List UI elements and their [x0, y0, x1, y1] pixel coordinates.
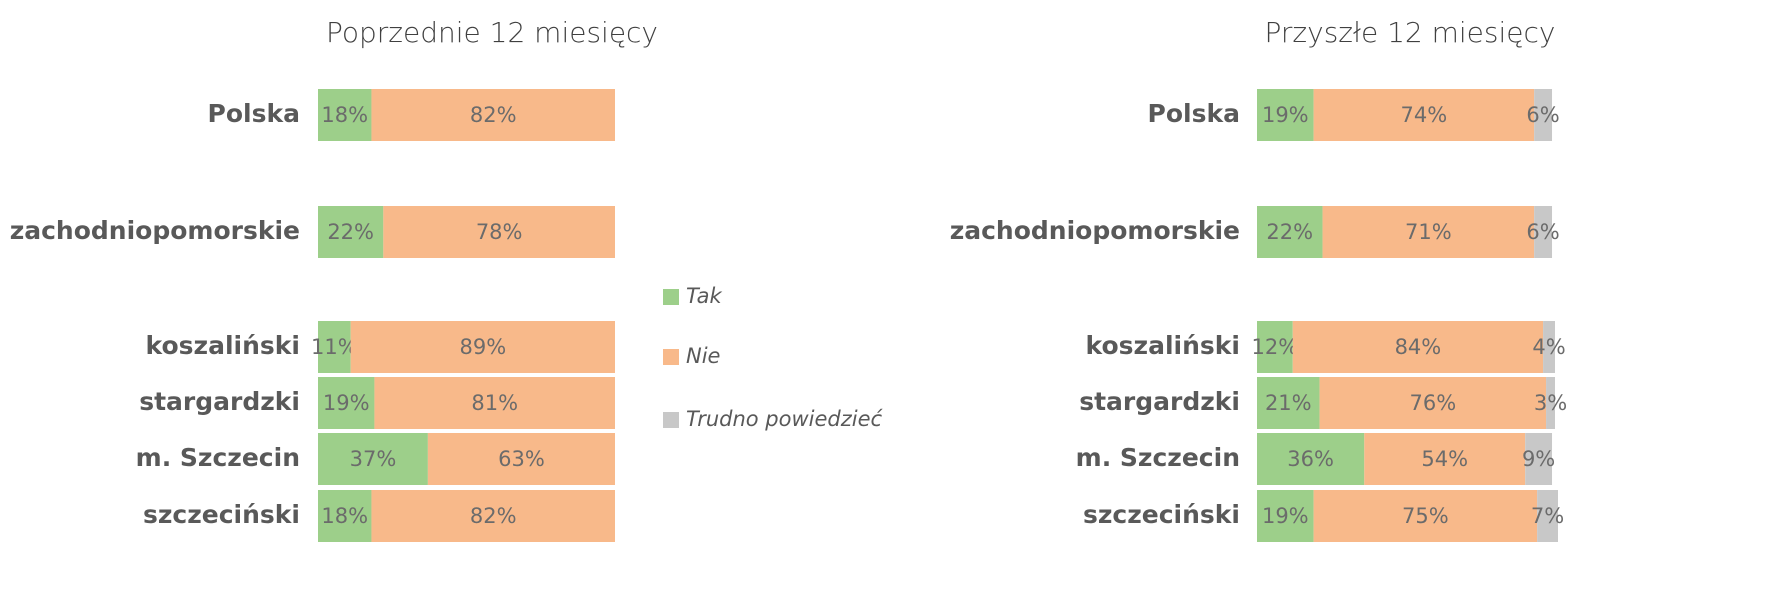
- bar-segment: [1319, 377, 1547, 429]
- value-label: 76%: [1409, 391, 1456, 415]
- value-label: 12%: [1252, 335, 1299, 359]
- value-label: 19%: [1262, 504, 1309, 528]
- value-label: 4%: [1532, 335, 1565, 359]
- value-label: 84%: [1395, 335, 1442, 359]
- category-label: koszaliński: [146, 331, 300, 360]
- value-label: 36%: [1287, 447, 1334, 471]
- value-label: 71%: [1405, 220, 1452, 244]
- bar-segment: [1322, 206, 1535, 258]
- bar-segment: [1257, 490, 1314, 542]
- value-label: 3%: [1534, 391, 1567, 415]
- bar-segment: [427, 433, 615, 485]
- category-label: m. Szczecin: [1076, 443, 1240, 472]
- bar-segment: [1543, 321, 1555, 373]
- bar-segment: [1257, 89, 1314, 141]
- value-label: 78%: [476, 220, 523, 244]
- bar-segment: [350, 321, 615, 373]
- category-label: szczeciński: [143, 500, 300, 529]
- category-label: koszaliński: [1086, 331, 1240, 360]
- category-label: m. Szczecin: [136, 443, 300, 472]
- bar-segment: [1364, 433, 1526, 485]
- bar-segment: [318, 377, 375, 429]
- value-label: 37%: [350, 447, 397, 471]
- value-label: 75%: [1402, 504, 1449, 528]
- bar-segment: [1534, 206, 1553, 258]
- category-label: zachodniopomorskie: [950, 216, 1240, 245]
- value-label: 6%: [1526, 220, 1559, 244]
- value-label: 11%: [311, 335, 358, 359]
- bar-segment: [1292, 321, 1544, 373]
- legend-label: Trudno powiedzieć: [686, 407, 884, 431]
- bar-segment: [1257, 377, 1320, 429]
- value-label: 74%: [1401, 103, 1448, 127]
- bar-segment: [1534, 89, 1553, 141]
- bar-segment: [1537, 490, 1558, 542]
- value-label: 6%: [1526, 103, 1559, 127]
- category-label: Polska: [208, 99, 300, 128]
- value-label: 22%: [1266, 220, 1313, 244]
- bar-segment: [1525, 433, 1553, 485]
- value-label: 89%: [459, 335, 506, 359]
- bar-segment: [371, 490, 615, 542]
- chart-title: Poprzednie 12 miesięcy: [326, 16, 658, 49]
- value-label: 22%: [327, 220, 374, 244]
- category-label: szczeciński: [1083, 500, 1240, 529]
- value-label: 82%: [470, 504, 517, 528]
- value-label: 81%: [471, 391, 518, 415]
- value-label: 18%: [321, 504, 368, 528]
- value-label: 63%: [498, 447, 545, 471]
- value-label: 9%: [1522, 447, 1555, 471]
- value-label: 18%: [321, 103, 368, 127]
- bar-segment: [1313, 490, 1538, 542]
- chart-title: Przyszłe 12 miesięcy: [1265, 16, 1556, 49]
- bar-segment: [318, 490, 372, 542]
- bar-segment: [383, 206, 615, 258]
- bar-segment: [318, 89, 372, 141]
- bar-segment: [318, 321, 351, 373]
- value-label: 7%: [1531, 504, 1564, 528]
- bar-segment: [318, 206, 384, 258]
- legend-label: Tak: [686, 284, 722, 308]
- value-label: 19%: [323, 391, 370, 415]
- legend-swatch: [663, 412, 679, 428]
- value-label: 54%: [1421, 447, 1468, 471]
- legend-label: Nie: [686, 344, 720, 368]
- bar-segment: [1257, 321, 1293, 373]
- bar-segment: [1546, 377, 1555, 429]
- bar-segment: [318, 433, 428, 485]
- category-label: Polska: [1148, 99, 1240, 128]
- legend-swatch: [663, 349, 679, 365]
- value-label: 82%: [470, 103, 517, 127]
- value-label: 19%: [1262, 103, 1309, 127]
- legend-swatch: [663, 289, 679, 305]
- value-label: 21%: [1265, 391, 1312, 415]
- bar-segment: [1313, 89, 1535, 141]
- bar-segment: [1257, 206, 1323, 258]
- category-label: stargardzki: [1079, 387, 1240, 416]
- bar-segment: [1257, 433, 1365, 485]
- bar-segment: [374, 377, 615, 429]
- category-label: zachodniopomorskie: [10, 216, 300, 245]
- bar-segment: [371, 89, 615, 141]
- category-label: stargardzki: [139, 387, 300, 416]
